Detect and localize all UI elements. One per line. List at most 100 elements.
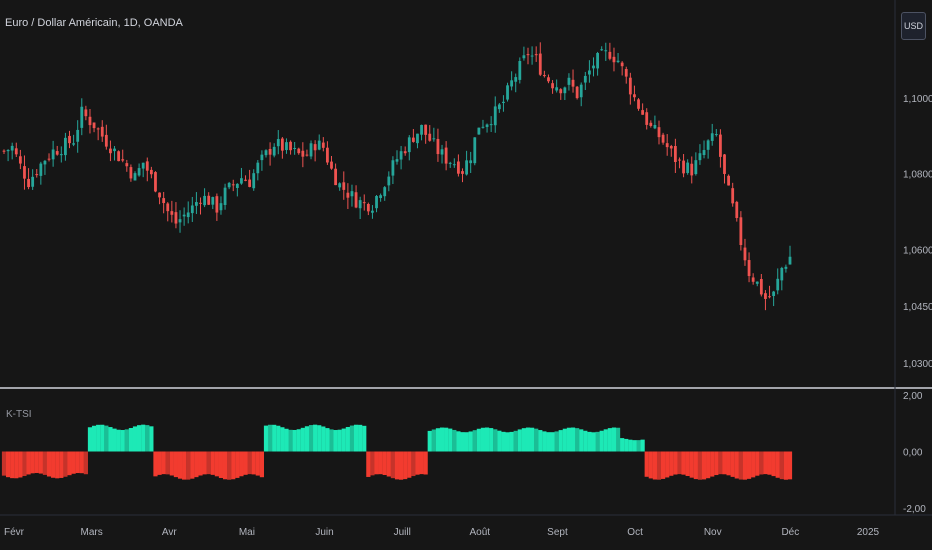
histogram-bar [403,451,408,480]
histogram-bar [378,451,383,475]
indicator-tick-label: -2,00 [903,504,926,515]
candle-body [125,163,129,167]
histogram-bar [222,451,228,480]
candle-body [702,150,706,156]
histogram-bar [697,451,703,480]
histogram-bar [186,451,191,480]
histogram-bar [169,451,174,476]
histogram-bar [124,429,129,452]
histogram-bar [718,451,723,475]
candle-body [342,182,346,190]
histogram-bar [738,451,743,480]
candle-body [440,149,444,155]
histogram-bar [591,432,596,452]
histogram-bar [779,451,784,480]
histogram-bar [55,451,60,479]
candle-body [743,247,747,261]
histogram-bar [83,451,88,475]
candle-body [436,138,440,155]
candle-body [461,171,464,174]
time-axis[interactable]: Févr Mars Avr Mai Juin Juill Août Sept Oct Nov Déc… [4,527,880,538]
candle-body [240,178,243,184]
histogram-bar [562,428,567,452]
candle-body [563,87,567,94]
candle-body [784,266,788,269]
candle-body [596,53,599,69]
candle-body [407,137,411,153]
candle-body [375,196,378,209]
candle-body [289,141,292,151]
histogram-bar [67,451,72,476]
histogram-bar [382,451,387,476]
candle-body [92,122,96,129]
currency-button[interactable]: USD [901,12,926,40]
histogram-bar [14,451,19,479]
candle-body [502,101,505,103]
histogram-bar [91,425,97,452]
candle-body [788,256,792,265]
candle-body [330,161,333,169]
candle-body [96,128,100,130]
candle-body [235,183,239,188]
histogram-bar [419,451,424,475]
candle-body [665,143,669,148]
indicator-tick-label: 2,00 [903,391,923,402]
candle-body [133,173,137,181]
histogram-bar [579,429,584,452]
candle-body [121,159,125,161]
time-tick-label: Août [470,527,491,538]
candle-body [109,148,112,154]
candle-body [780,267,784,281]
price-axis[interactable]: 1,10000 1,08000 1,06000 1,04500 1,03000 [903,94,932,370]
indicator-label[interactable]: K-TSI [6,409,32,420]
histogram-bar [771,451,776,477]
histogram-bar [194,451,199,478]
candle-body [714,134,718,136]
candle-body [588,70,591,75]
candle-body [137,168,141,176]
histogram-bar [42,451,48,475]
candle-body [80,106,84,128]
candle-body [432,138,436,140]
histogram-bar [165,451,170,475]
candle-body [506,85,509,100]
histogram-bar [120,430,125,452]
histogram-bar [534,428,539,452]
histogram-bar [1,451,7,476]
histogram-bar [599,430,604,452]
candle-body [526,54,530,56]
candle-body [538,53,542,75]
histogram-bar [706,451,711,479]
histogram-bar [476,428,481,452]
histogram-bar [542,431,547,452]
histogram-bar [767,451,772,475]
histogram-bar [108,427,113,452]
candle-body [633,94,636,98]
histogram-bar [660,451,666,479]
candle-body [637,99,640,109]
candle-body [768,296,771,298]
candle-body [686,162,690,173]
candle-body [395,159,399,162]
histogram-bar [227,451,232,480]
histogram-bar [136,425,142,452]
histogram-bar [669,451,674,476]
histogram-bar [787,451,793,480]
histogram-bar [22,451,27,477]
histogram-bar [239,451,244,477]
candle-body [645,112,649,125]
histogram-bar [104,425,109,452]
histogram-bar [452,429,457,452]
candle-body [739,217,743,246]
time-tick-label: Févr [4,527,25,538]
histogram-bar [280,427,285,452]
candle-body [481,126,485,128]
histogram-bar [235,451,240,478]
histogram-bar [513,430,518,452]
candle-body [39,163,43,176]
histogram-bar [464,432,469,452]
histogram-bar [296,429,301,452]
candle-body [534,54,538,56]
chart-title: Euro / Dollar Américain, 1D, OANDA [5,17,183,29]
histogram-bar [337,429,342,452]
